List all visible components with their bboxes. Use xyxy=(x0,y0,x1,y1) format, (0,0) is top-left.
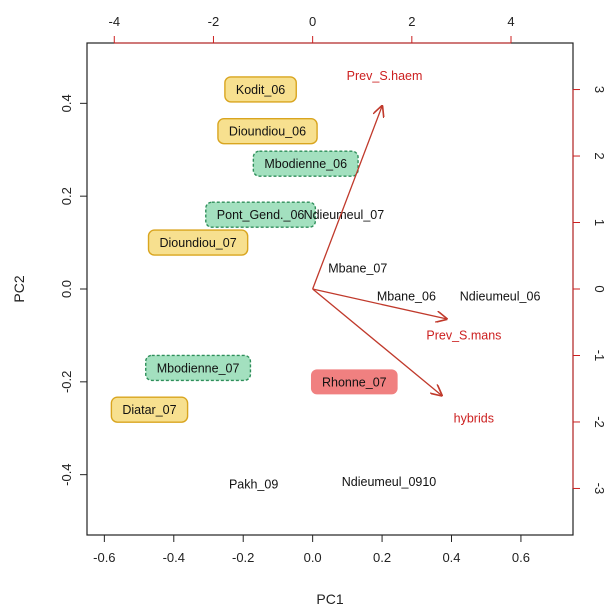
top-tick-label: 0 xyxy=(309,14,316,29)
point-dioundiou-07: Dioundiou_07 xyxy=(147,229,249,256)
top-tick-label: 4 xyxy=(507,14,514,29)
top-tick-label: -4 xyxy=(108,14,120,29)
right-tick-label: -3 xyxy=(592,483,607,495)
right-tick-label: 0 xyxy=(592,285,607,292)
y-tick-label: 0.2 xyxy=(59,187,74,205)
point-mbane-06: Mbane_06 xyxy=(377,289,436,303)
highlight-box xyxy=(145,354,252,382)
x-tick-label: -0.2 xyxy=(232,550,254,565)
point-label: Kodit_06 xyxy=(236,83,285,97)
x-tick-label: -0.6 xyxy=(93,550,115,565)
x-tick-label: 0.4 xyxy=(442,550,460,565)
point-label: Mbodienne_07 xyxy=(157,361,240,375)
vector-arrow xyxy=(312,106,382,290)
y-axis: -0.4 -0.2 0.0 0.2 0.4 xyxy=(59,94,88,486)
y-tick-label: 0.4 xyxy=(59,94,74,112)
point-label: Ndieumeul_06 xyxy=(460,289,541,303)
x-tick-label: 0.2 xyxy=(373,550,391,565)
point-mbodienne-06: Mbodienne_06 xyxy=(252,150,359,177)
highlight-box xyxy=(217,117,318,145)
top-tick-label: -2 xyxy=(208,14,220,29)
vector-arrow xyxy=(312,288,442,395)
right-tick-label: 1 xyxy=(592,219,607,226)
vector-label: hybrids xyxy=(454,412,494,426)
top-secondary-axis: -4 -2 0 2 4 xyxy=(108,14,515,44)
point-ndieumeul-06: Ndieumeul_06 xyxy=(460,289,541,303)
sample-points: Kodit_06 Dioundiou_06 Mbodienne_06 Pont_Gen… xyxy=(110,76,541,491)
point-label: Dioundiou_07 xyxy=(160,236,237,250)
vector-label: Prev_S.mans xyxy=(426,329,501,343)
y-tick-label: 0.0 xyxy=(59,280,74,298)
right-tick-label: -1 xyxy=(592,350,607,362)
right-tick-label: 2 xyxy=(592,152,607,159)
point-mbane-07: Mbane_07 xyxy=(328,262,387,276)
point-diatar-07: Diatar_07 xyxy=(110,396,189,423)
point-label: Mbane_07 xyxy=(328,262,387,276)
point-pakh-09: Pakh_09 xyxy=(229,477,278,491)
y-tick-label: -0.2 xyxy=(59,371,74,393)
point-label: Pakh_09 xyxy=(229,477,278,491)
highlight-box xyxy=(110,396,189,423)
vector-label: Prev_S.haem xyxy=(347,69,423,83)
highlight-box xyxy=(205,201,317,228)
right-tick-label: 3 xyxy=(592,86,607,93)
y-axis-title: PC2 xyxy=(11,275,27,302)
point-label: Ndieumeul_07 xyxy=(304,208,385,222)
x-tick-label: 0.6 xyxy=(512,550,530,565)
y-tick-label: -0.4 xyxy=(59,463,74,485)
point-rhonne-07: Rhonne_07 xyxy=(310,369,398,395)
point-pont-gend-06: Pont_Gend._06 xyxy=(205,201,317,228)
highlight-box xyxy=(310,369,398,395)
point-label: Dioundiou_06 xyxy=(229,125,306,139)
highlight-box xyxy=(147,229,249,256)
x-axis: -0.6 -0.4 -0.2 0.0 0.2 0.4 0.6 xyxy=(93,534,530,565)
vector-arrow xyxy=(312,288,447,319)
point-label: Ndieumeul_0910 xyxy=(342,475,437,489)
point-kodit-06: Kodit_06 xyxy=(224,76,297,103)
x-axis-title: PC1 xyxy=(316,591,343,607)
point-label: Rhonne_07 xyxy=(322,375,387,389)
highlight-box xyxy=(252,150,359,177)
point-label: Mbodienne_06 xyxy=(264,157,347,171)
point-label: Pont_Gend._06 xyxy=(217,208,305,222)
highlight-box xyxy=(224,76,297,103)
point-mbodienne-07: Mbodienne_07 xyxy=(145,354,252,382)
right-secondary-axis: -3 -2 -1 0 1 2 3 xyxy=(572,86,607,495)
point-ndieumeul-07: Ndieumeul_07 xyxy=(304,208,385,222)
point-label: Diatar_07 xyxy=(122,403,176,417)
right-tick-label: -2 xyxy=(592,416,607,428)
x-tick-label: -0.4 xyxy=(163,550,185,565)
point-ndieumeul-0910: Ndieumeul_0910 xyxy=(342,475,437,489)
top-tick-label: 2 xyxy=(408,14,415,29)
x-tick-label: 0.0 xyxy=(304,550,322,565)
point-label: Mbane_06 xyxy=(377,289,436,303)
point-dioundiou-06: Dioundiou_06 xyxy=(217,117,318,145)
